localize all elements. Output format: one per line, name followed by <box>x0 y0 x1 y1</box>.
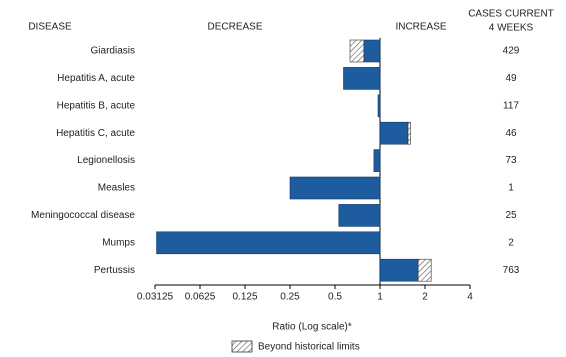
cases-header: 4 WEEKS <box>489 23 534 34</box>
category-label: Measles <box>98 183 135 194</box>
category-label: Mumps <box>102 237 135 248</box>
cases-value: 73 <box>505 155 517 166</box>
x-tick-label: 0.5 <box>328 292 342 303</box>
bar <box>377 94 381 118</box>
x-tick-label: 1 <box>377 292 383 303</box>
cases-value: 49 <box>505 73 517 84</box>
bar <box>338 204 381 227</box>
x-tick-label: 0.25 <box>280 292 300 303</box>
cases-value: 25 <box>505 210 517 221</box>
category-label: Hepatitis A, acute <box>57 73 135 84</box>
cases-value: 2 <box>508 237 514 248</box>
bar <box>343 67 381 90</box>
category-label: Pertussis <box>94 265 135 276</box>
beyond-limits <box>407 121 411 145</box>
bar <box>373 149 381 172</box>
x-tick-label: 0.125 <box>232 292 257 303</box>
category-label: Giardiasis <box>91 46 135 57</box>
x-tick-label: 0.0625 <box>185 292 216 303</box>
legend-swatch <box>231 340 253 353</box>
bar <box>289 176 381 200</box>
beyond-limits <box>417 258 432 282</box>
bar <box>363 39 381 63</box>
beyond-limits <box>349 39 365 63</box>
x-tick-label: 0.03125 <box>137 292 174 303</box>
cases-value: 46 <box>505 128 517 139</box>
legend-label: Beyond historical limits <box>258 342 360 353</box>
category-label: Legionellosis <box>77 155 135 166</box>
cases-value: 763 <box>503 265 520 276</box>
cases-value: 429 <box>503 46 520 57</box>
category-label: Hepatitis B, acute <box>57 100 136 111</box>
x-axis-title: Ratio (Log scale)* <box>272 322 352 333</box>
bar <box>379 258 419 282</box>
bar <box>156 231 381 255</box>
x-tick-label: 2 <box>422 292 428 303</box>
decrease-label: DECREASE <box>207 22 262 33</box>
x-tick-label: 4 <box>467 292 473 303</box>
column-header: DISEASE <box>28 22 72 33</box>
category-label: Hepatitis C, acute <box>56 128 135 139</box>
cases-value: 1 <box>508 183 514 194</box>
increase-label: INCREASE <box>395 22 446 33</box>
bar <box>379 121 409 145</box>
category-label: Meningococcal disease <box>31 210 135 221</box>
cases-value: 117 <box>503 100 519 111</box>
cases-header: CASES CURRENT <box>468 9 554 20</box>
